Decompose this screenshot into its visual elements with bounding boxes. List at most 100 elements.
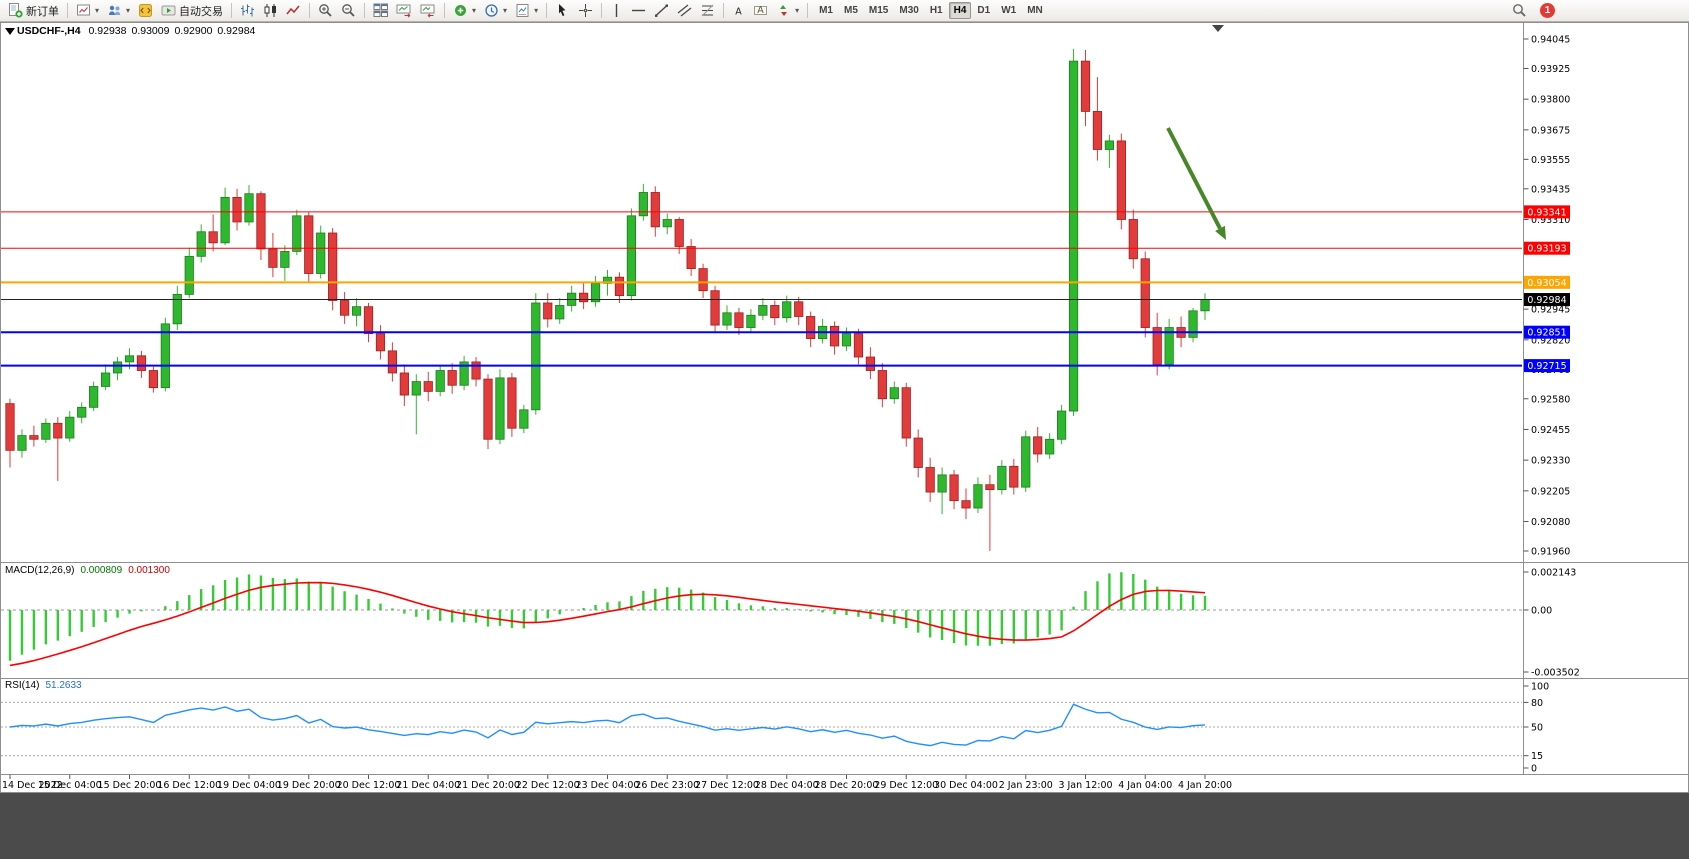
timeframe-button-d1[interactable]: D1	[977, 5, 991, 16]
metaeditor-button[interactable]	[134, 1, 157, 20]
fibonacci-icon	[700, 3, 715, 18]
trendline-button[interactable]	[650, 1, 673, 20]
cursor-button[interactable]	[551, 1, 574, 20]
svg-text:A: A	[735, 7, 742, 18]
dropdown-caret: ▾	[795, 5, 800, 15]
channel-icon	[677, 3, 692, 18]
zoom-in-button[interactable]	[314, 1, 337, 20]
svg-text:0.93435: 0.93435	[1531, 184, 1570, 195]
chart-shift-button[interactable]	[416, 1, 440, 20]
svg-text:0.92715: 0.92715	[1527, 361, 1566, 372]
svg-text:19 Dec 20:00: 19 Dec 20:00	[277, 780, 341, 791]
horizontal-line-button[interactable]	[627, 1, 650, 20]
svg-text:0.92851: 0.92851	[1527, 328, 1566, 339]
profiles-button[interactable]: ▾	[103, 1, 134, 20]
svg-text:0.92080: 0.92080	[1531, 517, 1570, 528]
svg-text:0.93193: 0.93193	[1527, 244, 1566, 255]
timeframe-button-h4[interactable]: H4	[948, 2, 972, 19]
indicators-icon	[453, 3, 468, 18]
chart-ohlc-values: 0.92938 0.93009 0.92900 0.92984	[84, 25, 256, 37]
macd-axis-labels: 0.002143 0.00 -0.003502	[1523, 568, 1580, 679]
auto-trading-label: 自动交易	[179, 5, 224, 18]
text-icon: A	[732, 3, 745, 18]
svg-text:21 Dec 04:00: 21 Dec 04:00	[396, 780, 460, 791]
chart-canvas[interactable]: 0.94045 0.93925 0.93800 0.93675 0.93555 0.934…	[0, 22, 1689, 793]
new-order-icon	[8, 3, 23, 18]
auto-trading-icon	[161, 3, 176, 18]
timeframe-button-m30[interactable]: M30	[899, 5, 919, 16]
toolbar-separator	[601, 3, 603, 18]
candlestick-chart-type-button[interactable]	[259, 1, 282, 20]
trend-arrow-annotation[interactable]	[1166, 127, 1226, 240]
line-chart-type-button[interactable]	[282, 1, 305, 20]
auto-trading-button[interactable]: 自动交易	[157, 1, 227, 20]
svg-text:0.93925: 0.93925	[1531, 64, 1570, 75]
chart-shift-marker[interactable]	[1212, 25, 1224, 32]
svg-text:0.92580: 0.92580	[1531, 394, 1570, 405]
svg-text:22 Dec 12:00: 22 Dec 12:00	[516, 780, 580, 791]
auto-scroll-icon	[396, 3, 412, 18]
rsi-axis-labels: 100 80 50 15 0	[1523, 682, 1549, 775]
toolbar-separator	[364, 3, 366, 18]
timeframe-button-h1[interactable]: H1	[929, 5, 943, 16]
toolbar-separator	[723, 3, 725, 18]
timeframe-button-m1[interactable]: M1	[819, 5, 833, 16]
rsi-line	[9, 703, 1206, 747]
arrows-icon	[776, 3, 791, 18]
price-tags: 0.93341 0.93193 0.93054 0.92851 0.92715 0.929…	[1524, 205, 1570, 373]
vertical-line-button[interactable]	[606, 1, 627, 20]
svg-text:0.002143: 0.002143	[1531, 568, 1576, 579]
main-toolbar: 新订单 ▾ ▾ 自动交易 ▾ ▾ ▾ A A ▾ M1 M5 M15 M30 H1 H4 D…	[0, 0, 1689, 22]
new-chart-button[interactable]: ▾	[72, 1, 103, 20]
chart-symbol-period: USDCHF-,H4	[17, 25, 81, 37]
notifications-badge[interactable]: 1	[1540, 3, 1555, 18]
timeframe-button-m15[interactable]: M15	[868, 5, 889, 16]
bar-chart-type-button[interactable]	[236, 1, 259, 20]
bar-chart-icon	[240, 3, 255, 18]
tile-windows-button[interactable]	[369, 1, 392, 20]
zoom-out-button[interactable]	[337, 1, 360, 20]
dropdown-caret: ▾	[534, 5, 539, 15]
search-button[interactable]	[1508, 1, 1531, 20]
svg-text:28 Dec 20:00: 28 Dec 20:00	[815, 780, 879, 791]
svg-text:28 Dec 04:00: 28 Dec 04:00	[755, 780, 819, 791]
dropdown-caret: ▾	[95, 5, 100, 15]
templates-button[interactable]: ▾	[511, 1, 542, 20]
one-click-trading-arrow[interactable]	[5, 28, 15, 35]
search-icon	[1512, 3, 1527, 18]
tile-windows-icon	[373, 3, 389, 18]
svg-text:A: A	[757, 5, 764, 16]
candles	[5, 48, 1210, 551]
svg-text:0.92455: 0.92455	[1531, 425, 1570, 436]
periods-button[interactable]: ▾	[480, 1, 511, 20]
channel-button[interactable]	[673, 1, 696, 20]
auto-scroll-button[interactable]	[392, 1, 416, 20]
crosshair-button[interactable]	[574, 1, 597, 20]
new-order-button[interactable]: 新订单	[4, 1, 63, 20]
svg-text:0.91960: 0.91960	[1531, 547, 1570, 558]
chart-shift-icon	[420, 3, 436, 18]
timeframe-button-w1[interactable]: W1	[1001, 5, 1017, 16]
dropdown-caret: ▾	[126, 5, 131, 15]
macd-indicator-label: MACD(12,26,9) 0.000809 0.001300	[5, 565, 170, 576]
rsi-value: 51.2633	[45, 680, 82, 691]
arrows-button[interactable]: ▾	[772, 1, 803, 20]
svg-text:21 Dec 20:00: 21 Dec 20:00	[456, 780, 520, 791]
timeframe-button-m5[interactable]: M5	[844, 5, 858, 16]
cursor-icon	[555, 3, 570, 18]
fibonacci-button[interactable]	[696, 1, 719, 20]
svg-text:3 Jan 12:00: 3 Jan 12:00	[1058, 780, 1112, 791]
toolbar-separator	[546, 3, 548, 18]
text-button[interactable]: A	[728, 1, 749, 20]
panel-borders	[0, 22, 1689, 793]
svg-text:15 Dec 20:00: 15 Dec 20:00	[98, 780, 162, 791]
toolbar-separator	[67, 3, 68, 18]
indicators-button[interactable]: ▾	[449, 1, 480, 20]
svg-text:0.93675: 0.93675	[1531, 125, 1570, 136]
svg-text:27 Dec 12:00: 27 Dec 12:00	[695, 780, 759, 791]
svg-text:0.93054: 0.93054	[1527, 278, 1566, 289]
svg-text:0.93341: 0.93341	[1527, 207, 1566, 218]
text-label-button[interactable]: A	[749, 1, 772, 20]
timeframe-button-mn[interactable]: MN	[1027, 5, 1043, 16]
low-value: 0.92900	[174, 25, 213, 37]
